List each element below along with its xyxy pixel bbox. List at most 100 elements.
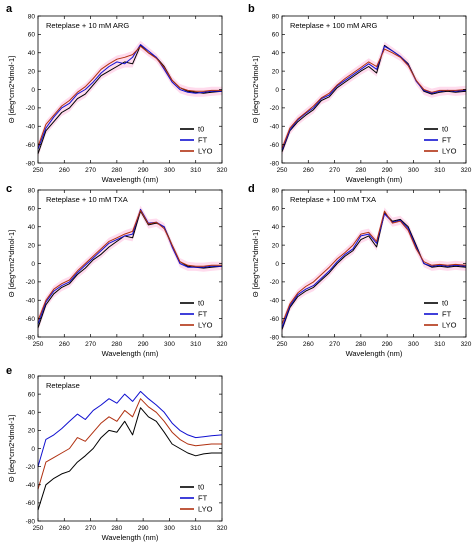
y-tick-label: -60 <box>26 500 36 507</box>
error-band <box>38 40 222 158</box>
x-tick-label: 280 <box>355 341 366 348</box>
y-tick-label: -60 <box>26 316 36 323</box>
x-tick-label: 300 <box>408 167 419 174</box>
y-axis-label: Θ [deg*cm2*dmol-1] <box>7 56 16 124</box>
legend-label-t0: t0 <box>442 299 448 308</box>
panel-letter: e <box>6 365 12 377</box>
y-tick-label: 40 <box>28 224 36 231</box>
y-tick-label: -60 <box>26 142 36 149</box>
x-tick-label: 280 <box>355 167 366 174</box>
legend-label-ft: FT <box>198 494 208 503</box>
legend: t0 FT LYO <box>180 125 213 156</box>
x-tick-label: 280 <box>111 341 122 348</box>
x-tick-label: 320 <box>217 525 228 532</box>
chart-panel-c: c 250 260 270 280 290 300 310 320 -80 -60 -40 -20 0 20… <box>6 183 228 358</box>
y-tick-label: -80 <box>26 160 36 167</box>
y-axis-label: Θ [deg*cm2*dmol-1] <box>251 230 260 298</box>
y-tick-label: 0 <box>275 261 279 268</box>
y-tick-label: 20 <box>28 242 36 249</box>
x-tick-label: 290 <box>382 341 393 348</box>
panel-letter: c <box>6 183 12 195</box>
panel-letter: b <box>248 3 255 15</box>
error-band <box>282 207 466 334</box>
legend-label-lyo: LYO <box>442 147 457 156</box>
series-line-lyo <box>37 398 222 490</box>
y-tick-label: -40 <box>270 298 280 305</box>
panel-title: Reteplase + 10 mM ARG <box>46 21 129 30</box>
x-tick-label: 320 <box>217 167 228 174</box>
x-tick-label: 260 <box>59 167 70 174</box>
y-tick-label: -40 <box>26 298 36 305</box>
y-tick-label: 80 <box>272 13 280 20</box>
error-band <box>282 41 466 156</box>
series-line-ft <box>281 45 467 151</box>
series-line-lyo <box>281 210 467 325</box>
legend-label-t0: t0 <box>198 125 204 134</box>
x-tick-label: 270 <box>85 525 96 532</box>
x-axis-label: Wavelength (nm) <box>102 533 159 542</box>
series-line-lyo <box>281 48 467 149</box>
y-tick-label: -80 <box>270 160 280 167</box>
y-tick-label: 80 <box>28 373 36 380</box>
y-tick-label: 60 <box>272 32 280 39</box>
x-tick-label: 250 <box>277 167 288 174</box>
x-tick-label: 290 <box>138 167 149 174</box>
x-tick-label: 310 <box>190 525 201 532</box>
legend: t0 FT LYO <box>180 299 213 330</box>
series-line-ft <box>37 208 222 325</box>
plot-frame <box>37 375 223 522</box>
error-band <box>38 205 222 332</box>
x-tick-label: 270 <box>85 341 96 348</box>
x-axis-label: Wavelength (nm) <box>102 175 159 184</box>
y-tick-label: -20 <box>270 105 280 112</box>
y-tick-label: 80 <box>272 187 280 194</box>
y-axis-label: Θ [deg*cm2*dmol-1] <box>7 230 16 298</box>
x-tick-label: 300 <box>164 525 175 532</box>
series-line-t0 <box>37 210 223 328</box>
y-tick-label: 80 <box>28 13 36 20</box>
y-tick-label: 20 <box>272 68 280 75</box>
y-tick-label: -80 <box>26 334 36 341</box>
x-tick-label: 260 <box>59 341 70 348</box>
y-tick-label: -20 <box>26 105 36 112</box>
x-tick-label: 250 <box>277 341 288 348</box>
legend: t0 FT LYO <box>180 483 213 514</box>
y-tick-label: 40 <box>28 50 36 57</box>
y-tick-label: -80 <box>26 518 36 525</box>
series-line-ft <box>37 390 223 467</box>
x-axis-label: Wavelength (nm) <box>102 349 159 358</box>
y-tick-label: 60 <box>272 206 280 213</box>
y-tick-label: 0 <box>31 261 35 268</box>
series-line-t0 <box>37 407 222 511</box>
y-tick-label: -40 <box>26 124 36 131</box>
x-tick-label: 310 <box>190 167 201 174</box>
x-tick-label: 250 <box>33 341 44 348</box>
y-tick-label: 20 <box>28 428 36 435</box>
y-tick-label: 60 <box>28 206 36 213</box>
y-tick-label: 40 <box>272 224 280 231</box>
x-tick-label: 280 <box>111 525 122 532</box>
x-tick-label: 320 <box>461 341 472 348</box>
y-tick-label: 20 <box>272 242 280 249</box>
y-tick-label: -60 <box>270 142 280 149</box>
y-tick-label: 40 <box>28 410 36 417</box>
x-tick-label: 310 <box>434 167 445 174</box>
y-tick-label: -40 <box>26 482 36 489</box>
x-tick-label: 290 <box>138 525 149 532</box>
y-tick-label: 40 <box>272 50 280 57</box>
series-line-t0 <box>37 44 223 154</box>
panel-letter: a <box>6 3 13 15</box>
y-axis-label: Θ [deg*cm2*dmol-1] <box>7 415 16 483</box>
series-line-t0 <box>281 44 467 153</box>
y-tick-label: 0 <box>31 446 35 453</box>
legend-label-t0: t0 <box>198 483 204 492</box>
x-tick-label: 270 <box>329 167 340 174</box>
x-tick-label: 280 <box>111 167 122 174</box>
x-tick-label: 290 <box>382 167 393 174</box>
chart-panel-d: d 250 260 270 280 290 300 310 320 -80 -60 -40 -20 0 20… <box>248 183 472 358</box>
x-tick-label: 290 <box>138 341 149 348</box>
y-tick-label: -20 <box>26 279 36 286</box>
y-tick-label: -60 <box>270 316 280 323</box>
legend-label-lyo: LYO <box>198 321 213 330</box>
